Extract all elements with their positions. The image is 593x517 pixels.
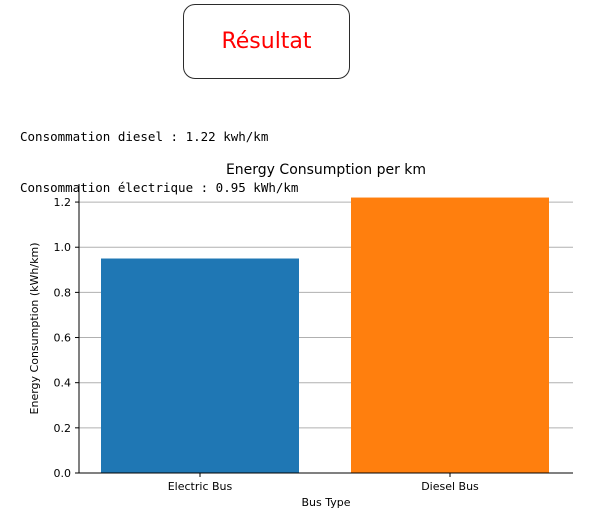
bar-electric-bus (101, 258, 299, 473)
x-tick-label: Electric Bus (168, 480, 233, 493)
energy-consumption-chart: 0.0 0.2 0.4 0.6 0.8 1.0 1.2 Electric Bus Diesel… (28, 162, 573, 509)
y-tick-label: 0.8 (54, 286, 72, 299)
console-line-electric: Consommation électrique : 0.95 kWh/km (20, 180, 299, 195)
y-axis-label: Energy Consumption (kWh/km) (28, 243, 41, 415)
y-tick-label: 0.2 (54, 422, 72, 435)
axes (78, 184, 573, 474)
result-title: Résultat (221, 28, 312, 54)
y-tick-label: 1.2 (54, 196, 72, 209)
y-tick-label: 0.0 (54, 467, 72, 480)
console-line-diesel: Consommation diesel : 1.22 kwh/km (20, 129, 269, 144)
chart-title: Energy Consumption per km (226, 162, 426, 178)
y-tick-label: 1.0 (54, 241, 72, 254)
result-box: Résultat (183, 4, 350, 79)
x-ticks: Electric Bus Diesel Bus (168, 473, 479, 493)
x-axis-label: Bus Type (301, 496, 350, 509)
bar-diesel-bus (351, 197, 549, 473)
x-tick-label: Diesel Bus (421, 480, 479, 493)
y-ticks: 0.0 0.2 0.4 0.6 0.8 1.0 1.2 (54, 196, 79, 480)
bars (101, 197, 549, 473)
console-output: Consommation diesel : 1.22 kwh/km Consom… (20, 94, 298, 213)
y-tick-label: 0.4 (54, 377, 72, 390)
y-tick-label: 0.6 (54, 332, 72, 345)
